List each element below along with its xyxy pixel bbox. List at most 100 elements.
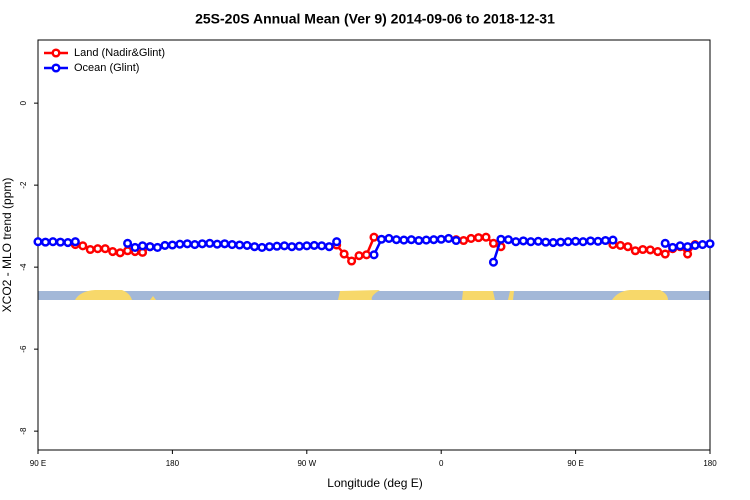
data-point (503, 235, 513, 245)
data-point (533, 236, 543, 246)
data-point (175, 239, 185, 249)
data-point (264, 242, 275, 252)
land-strip (75, 290, 132, 300)
data-point (294, 241, 304, 251)
data-point (100, 244, 110, 254)
data-point (600, 235, 611, 246)
data-point (496, 234, 506, 244)
data-point (145, 242, 155, 252)
data-point (697, 240, 708, 250)
land-strip (150, 296, 156, 300)
data-point (317, 241, 327, 251)
data-point (235, 240, 245, 250)
data-point (645, 245, 655, 255)
y-tick-label: -6 (19, 345, 28, 353)
data-point (690, 240, 700, 250)
data-point (466, 233, 476, 243)
data-point (309, 240, 319, 250)
data-point (347, 256, 357, 266)
data-point (197, 239, 207, 249)
data-point (518, 236, 528, 246)
data-point (190, 240, 200, 250)
data-point (459, 235, 469, 246)
data-point (272, 241, 282, 251)
data-point (324, 242, 334, 252)
data-point (683, 242, 693, 252)
data-point (63, 237, 73, 248)
chart-title: 25S-20S Annual Mean (Ver 9) 2014-09-06 t… (195, 11, 555, 27)
data-point (653, 247, 663, 257)
data-point (429, 235, 439, 245)
data-point (85, 244, 95, 255)
data-point (668, 242, 678, 253)
y-axis-label: XCO2 - MLO trend (ppm) (0, 178, 14, 313)
data-point (182, 239, 192, 249)
data-point (40, 237, 51, 247)
data-point (376, 234, 387, 244)
data-point (660, 249, 670, 259)
data-point (563, 237, 573, 247)
y-tick-label: -2 (19, 181, 28, 189)
data-point (391, 235, 401, 245)
y-tick-label: -4 (19, 263, 28, 271)
data-point (444, 233, 454, 243)
data-point (279, 241, 289, 251)
land-strip (462, 291, 495, 300)
data-point (548, 237, 558, 248)
data-point (137, 241, 148, 251)
data-point (287, 242, 297, 252)
y-tick-label: -8 (19, 427, 28, 435)
data-point (638, 244, 648, 255)
data-point (70, 237, 80, 247)
map-strip (38, 290, 710, 300)
data-point (675, 241, 685, 251)
data-point (384, 233, 394, 243)
data-point (473, 233, 484, 243)
data-point (578, 237, 588, 247)
data-point (130, 242, 140, 253)
data-point (630, 246, 640, 256)
data-point (123, 246, 133, 256)
data-point (160, 240, 170, 250)
legend-label: Ocean (Glint) (74, 62, 139, 74)
ocean-strip (38, 291, 710, 300)
data-point (339, 249, 349, 259)
data-point (55, 237, 65, 247)
data-point (249, 242, 260, 252)
data-point (623, 242, 633, 252)
x-axis-label: Longitude (deg E) (327, 476, 422, 490)
data-point (571, 236, 581, 246)
x-tick-label: 180 (703, 459, 717, 468)
data-point (205, 238, 215, 248)
data-point (220, 239, 230, 249)
data-point (488, 238, 499, 248)
land-strip (612, 290, 668, 300)
data-point (414, 235, 424, 246)
data-point (152, 242, 163, 253)
x-tick-label: 0 (439, 459, 444, 468)
data-point (108, 247, 118, 257)
x-tick-label: 90 W (297, 459, 316, 468)
data-point (526, 237, 536, 247)
data-point (212, 239, 222, 249)
data-point (421, 235, 431, 245)
x-tick-label: 90 E (30, 459, 46, 468)
data-point (608, 235, 618, 245)
data-point (585, 236, 596, 246)
data-point (123, 238, 133, 248)
land-strip (338, 290, 380, 300)
legend-marker (51, 48, 61, 58)
legend-label: Land (Nadir&Glint) (74, 47, 165, 59)
data-point (167, 240, 177, 250)
data-point (354, 251, 364, 261)
data-point (78, 241, 88, 251)
data-point (481, 232, 491, 242)
data-point (615, 240, 625, 250)
y-tick-label: 0 (19, 100, 28, 105)
data-point (93, 244, 103, 254)
x-tick-label: 90 E (567, 459, 583, 468)
data-point (556, 237, 566, 247)
data-point (593, 236, 603, 246)
data-point (369, 232, 379, 242)
